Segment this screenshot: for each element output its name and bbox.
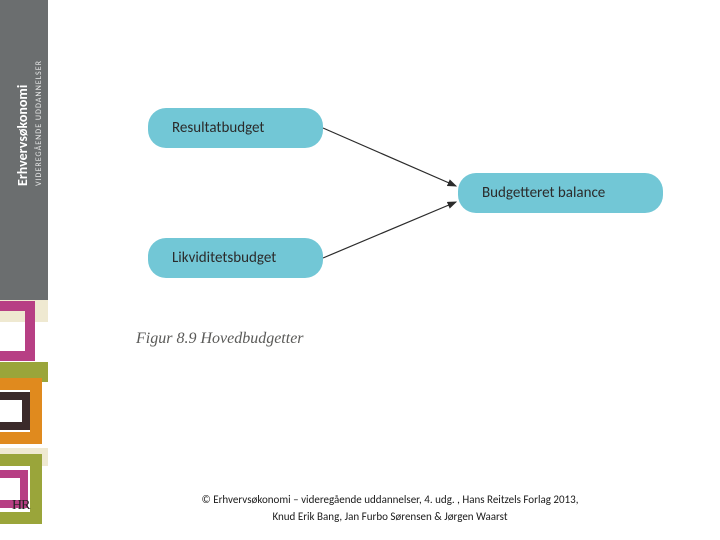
copyright-line-2: Knud Erik Bang, Jan Furbo Sørensen & Jør… — [272, 510, 507, 523]
node-likviditet: Likviditetsbudget — [148, 238, 323, 278]
sidebar-title-strip: Erhvervsøkonomi VIDEREGÅENDE UDDANNELSER — [0, 0, 48, 300]
sidebar: Erhvervsøkonomi VIDEREGÅENDE UDDANNELSER — [0, 0, 48, 540]
diagram-caption: Figur 8.9 Hovedbudgetter — [136, 330, 304, 348]
footer: HR © Erhvervsøkonomi – videregående udda… — [0, 480, 720, 540]
publisher-logo: HR — [12, 498, 29, 514]
node-resultat: Resultatbudget — [148, 108, 323, 148]
edge-resultat-balance — [323, 128, 456, 186]
copyright-text: © Erhvervsøkonomi – videregående uddanne… — [0, 480, 720, 525]
node-balance: Budgetteret balance — [458, 173, 663, 213]
copyright-line-1: © Erhvervsøkonomi – videregående uddanne… — [202, 493, 579, 506]
sidebar-subtitle: VIDEREGÅENDE UDDANNELSER — [34, 60, 44, 186]
edge-likviditet-balance — [323, 202, 456, 258]
sidebar-title: Erhvervsøkonomi — [14, 85, 31, 186]
main-area: Resultatbudget Likviditetsbudget Budgetter… — [48, 0, 720, 540]
diagram: Resultatbudget Likviditetsbudget Budgetter… — [88, 90, 708, 410]
